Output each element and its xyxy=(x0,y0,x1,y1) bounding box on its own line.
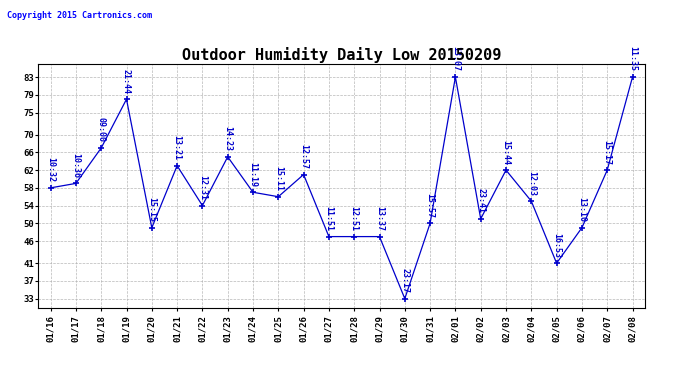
Text: 10:32: 10:32 xyxy=(46,157,55,182)
Text: 15:15: 15:15 xyxy=(147,197,157,222)
Text: 15:17: 15:17 xyxy=(602,140,612,165)
Text: 15:44: 15:44 xyxy=(502,140,511,165)
Text: 14:23: 14:23 xyxy=(223,126,233,151)
Text: 13:10: 13:10 xyxy=(578,197,586,222)
Text: 13:07: 13:07 xyxy=(451,46,460,72)
Text: 10:36: 10:36 xyxy=(71,153,81,178)
Text: 12:03: 12:03 xyxy=(526,171,536,196)
Text: 23:41: 23:41 xyxy=(476,188,485,213)
Text: Copyright 2015 Cartronics.com: Copyright 2015 Cartronics.com xyxy=(7,11,152,20)
Text: 12:51: 12:51 xyxy=(350,206,359,231)
Text: 21:44: 21:44 xyxy=(122,69,131,94)
Text: 13:21: 13:21 xyxy=(172,135,181,160)
Text: Humidity  (%): Humidity (%) xyxy=(557,33,633,42)
Text: 12:31: 12:31 xyxy=(198,175,207,200)
Text: 13:37: 13:37 xyxy=(375,206,384,231)
Text: 09:00: 09:00 xyxy=(97,117,106,142)
Text: 15:11: 15:11 xyxy=(274,166,283,191)
Title: Outdoor Humidity Daily Low 20150209: Outdoor Humidity Daily Low 20150209 xyxy=(182,46,501,63)
Text: 11:51: 11:51 xyxy=(324,206,333,231)
Text: 11:35: 11:35 xyxy=(628,46,637,72)
Text: 11:19: 11:19 xyxy=(248,162,257,187)
Text: 12:57: 12:57 xyxy=(299,144,308,169)
Text: 23:17: 23:17 xyxy=(400,268,409,293)
Text: 16:53: 16:53 xyxy=(552,232,561,258)
Text: 15:57: 15:57 xyxy=(426,193,435,218)
